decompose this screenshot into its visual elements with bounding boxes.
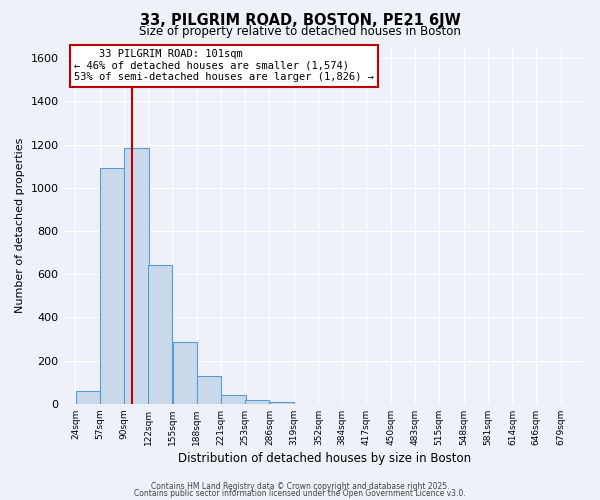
Bar (76, 391, 100, 404)
Bar (173, 342, 197, 404)
Bar (197, 376, 221, 404)
Text: Contains public sector information licensed under the Open Government Licence v3: Contains public sector information licen… (134, 489, 466, 498)
Bar (221, 394, 245, 404)
Bar (124, 148, 149, 404)
Text: 33, PILGRIM ROAD, BOSTON, PE21 6JW: 33, PILGRIM ROAD, BOSTON, PE21 6JW (140, 12, 460, 28)
X-axis label: Distribution of detached houses by size in Boston: Distribution of detached houses by size … (178, 452, 471, 465)
Text: Contains HM Land Registry data © Crown copyright and database right 2025.: Contains HM Land Registry data © Crown c… (151, 482, 449, 491)
Bar (100, 168, 124, 404)
Bar (269, 402, 294, 404)
Text: 33 PILGRIM ROAD: 101sqm
← 46% of detached houses are smaller (1,574)
53% of semi: 33 PILGRIM ROAD: 101sqm ← 46% of detache… (74, 50, 374, 82)
Bar (148, 264, 172, 404)
Y-axis label: Number of detached properties: Number of detached properties (15, 138, 25, 314)
Text: Size of property relative to detached houses in Boston: Size of property relative to detached ho… (139, 25, 461, 38)
Bar (245, 400, 269, 404)
